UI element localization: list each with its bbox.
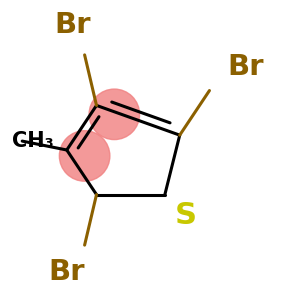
- Text: S: S: [175, 201, 197, 230]
- Circle shape: [89, 89, 140, 140]
- Text: Br: Br: [227, 53, 264, 81]
- Circle shape: [59, 131, 110, 181]
- Text: CH₃: CH₃: [12, 131, 53, 151]
- Text: Br: Br: [55, 11, 91, 39]
- Text: Br: Br: [49, 258, 85, 286]
